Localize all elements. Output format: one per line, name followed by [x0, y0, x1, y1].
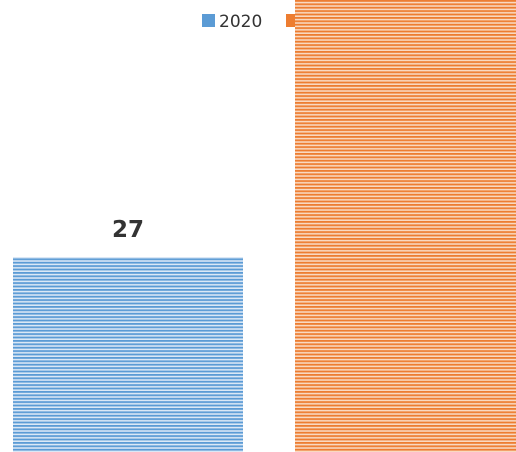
- data-labels: 2729: [112, 217, 144, 243]
- bar-2020: [13, 257, 243, 452]
- data-label-2020: 27: [112, 217, 144, 243]
- bars: [13, 0, 516, 452]
- legend-label-2020: 2020: [219, 12, 262, 32]
- bar-2021: [295, 0, 516, 452]
- legend-swatch-2020: [202, 14, 215, 27]
